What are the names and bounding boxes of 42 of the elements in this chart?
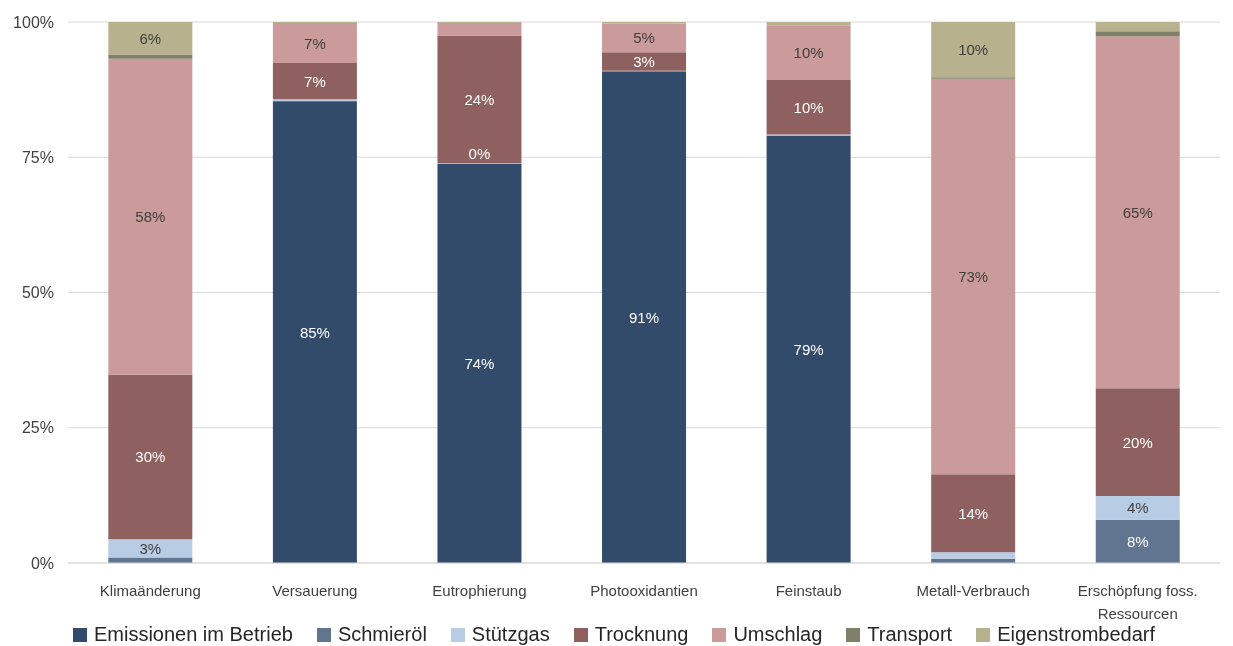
legend-label: Transport xyxy=(867,623,953,646)
y-tick-label: 75% xyxy=(21,148,54,166)
x-tick-label: Versauerung xyxy=(272,582,358,599)
data-label: 10% xyxy=(958,41,989,59)
x-tick-label: Feinstaub xyxy=(775,582,842,599)
data-label: 91% xyxy=(629,308,660,326)
data-label: 7% xyxy=(304,72,326,90)
data-label: 65% xyxy=(1122,203,1153,221)
legend-label: Schmieröl xyxy=(337,623,427,646)
x-tick-label: Metall-Verbrauch xyxy=(916,582,1030,599)
data-label: 10% xyxy=(793,98,824,116)
x-tick-label: Photooxidantien xyxy=(590,582,698,599)
y-tick-label: 50% xyxy=(21,284,54,302)
legend-label: Umschlag xyxy=(733,623,823,646)
y-tick-label: 0% xyxy=(30,554,54,572)
legend-label: Emissionen im Betrieb xyxy=(93,623,293,646)
legend-label: Trocknung xyxy=(594,623,689,646)
legend-label: Stützgas xyxy=(471,623,550,646)
data-label: 3% xyxy=(633,52,655,70)
y-tick-label: 25% xyxy=(21,419,54,437)
data-label: 24% xyxy=(464,90,495,108)
x-tick-label: Klimaänderung xyxy=(99,582,201,599)
data-label: 20% xyxy=(1122,433,1153,451)
data-label: 74% xyxy=(464,354,495,372)
x-tick-label: Erschöpfung foss. Ressourcen xyxy=(1077,582,1198,622)
data-label: 58% xyxy=(135,208,166,226)
data-label: 73% xyxy=(958,268,989,286)
data-label: 79% xyxy=(793,340,824,358)
data-label: 0% xyxy=(468,144,491,162)
data-label: 8% xyxy=(1126,532,1149,550)
data-label: 10% xyxy=(793,44,824,62)
y-tick-label: 100% xyxy=(13,13,54,31)
data-label: 5% xyxy=(633,29,655,47)
data-label: 4% xyxy=(1126,499,1149,517)
data-label: 14% xyxy=(958,504,989,522)
data-label: 85% xyxy=(299,324,330,342)
legend-label: Eigenstrombedarf xyxy=(997,623,1156,646)
data-label: 3% xyxy=(139,539,162,557)
data-label: 30% xyxy=(135,448,166,466)
data-label: 7% xyxy=(304,34,326,52)
x-tick-label: Eutrophierung xyxy=(432,582,527,599)
data-label: 6% xyxy=(139,29,162,47)
